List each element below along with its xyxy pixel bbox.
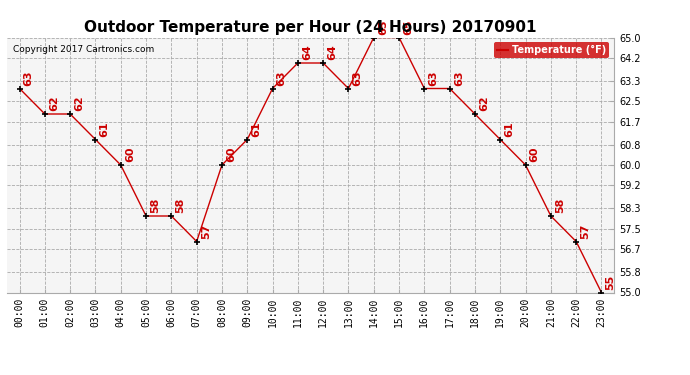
Text: 65: 65 <box>378 19 388 35</box>
Text: 63: 63 <box>277 70 287 86</box>
Text: 63: 63 <box>428 70 439 86</box>
Text: 58: 58 <box>175 198 186 213</box>
Text: 57: 57 <box>201 224 211 239</box>
Text: 65: 65 <box>403 19 413 35</box>
Text: 63: 63 <box>353 70 363 86</box>
Text: 62: 62 <box>75 96 84 111</box>
Legend: Temperature (°F): Temperature (°F) <box>493 42 609 58</box>
Text: 63: 63 <box>23 70 34 86</box>
Text: Copyright 2017 Cartronics.com: Copyright 2017 Cartronics.com <box>13 45 155 54</box>
Text: 62: 62 <box>49 96 59 111</box>
Text: 57: 57 <box>580 224 591 239</box>
Text: 60: 60 <box>530 147 540 162</box>
Text: 63: 63 <box>454 70 464 86</box>
Text: 64: 64 <box>302 45 312 60</box>
Text: 58: 58 <box>555 198 565 213</box>
Text: 55: 55 <box>606 274 615 290</box>
Text: 64: 64 <box>327 45 337 60</box>
Title: Outdoor Temperature per Hour (24 Hours) 20170901: Outdoor Temperature per Hour (24 Hours) … <box>84 20 537 35</box>
Text: 60: 60 <box>125 147 135 162</box>
Text: 62: 62 <box>479 96 489 111</box>
Text: 61: 61 <box>99 121 110 137</box>
Text: 61: 61 <box>251 121 262 137</box>
Text: 60: 60 <box>226 147 236 162</box>
Text: 61: 61 <box>504 121 515 137</box>
Text: 58: 58 <box>150 198 160 213</box>
